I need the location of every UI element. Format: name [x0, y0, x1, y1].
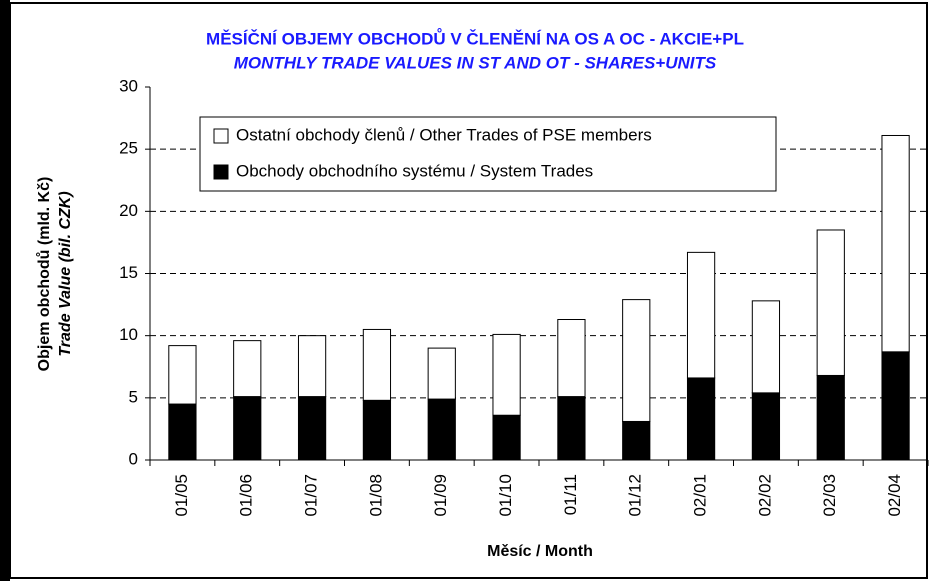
bar-segment [233, 340, 262, 398]
y-tick-label: 0 [129, 449, 138, 468]
legend-box [199, 116, 777, 192]
bar-segment [881, 351, 910, 461]
y-tick-label: 15 [119, 263, 138, 282]
bar-segment [686, 377, 716, 461]
x-tick-label: 02/03 [820, 474, 839, 517]
frame-left [0, 0, 10, 581]
y-tick-label: 30 [119, 76, 138, 95]
bar-segment [751, 392, 781, 461]
y-tick-label: 20 [119, 201, 138, 220]
x-tick-label: 01/11 [561, 474, 580, 515]
bar-segment [168, 345, 197, 405]
x-tick-label: 02/01 [691, 474, 710, 517]
bar-segment [233, 396, 262, 461]
bar-segment [297, 396, 327, 461]
y-tick-label: 10 [119, 325, 138, 344]
x-axis-label: Měsíc / Month [487, 543, 593, 560]
bar-segment [427, 347, 456, 400]
chart-title: MĚSÍČNÍ OBJEMY OBCHODŮ V ČLENĚNÍ NA OS A… [206, 28, 744, 48]
bar-segment [622, 420, 651, 461]
legend-swatch [213, 164, 229, 180]
bar-segment [557, 396, 586, 461]
bar-segment [622, 299, 651, 422]
x-tick-label: 01/07 [302, 474, 321, 517]
bar-segment [168, 403, 197, 461]
bar-segment [362, 399, 392, 461]
y-axis-label: Trade Value (bil. CZK) [57, 191, 74, 356]
x-tick-label: 02/02 [755, 474, 774, 517]
legend-swatch [213, 128, 229, 144]
bar-segment [557, 319, 586, 398]
bar-segment [751, 300, 781, 394]
y-tick-label: 5 [129, 387, 138, 406]
bar-segment [492, 414, 521, 461]
bar-segment [427, 398, 456, 461]
x-tick-label: 01/10 [496, 474, 515, 517]
bar-segment [362, 328, 392, 401]
x-tick-label: 02/04 [885, 474, 904, 517]
bar-segment [686, 251, 716, 379]
x-tick-label: 01/12 [626, 474, 645, 517]
y-tick-label: 25 [119, 139, 138, 158]
legend-label: Ostatní obchody členů / Other Trades of … [236, 125, 652, 144]
legend-label: Obchody obchodního systému / System Trad… [236, 161, 593, 180]
x-tick-label: 01/09 [431, 474, 450, 517]
x-tick-label: 01/08 [366, 474, 385, 517]
bar-segment [816, 229, 845, 376]
frame [9, 2, 928, 579]
bar-segment [297, 335, 327, 398]
chart-subtitle: MONTHLY TRADE VALUES IN ST AND OT - SHAR… [234, 53, 717, 72]
bar-segment [816, 374, 845, 461]
bar-segment [492, 333, 521, 416]
x-tick-label: 01/05 [172, 474, 191, 517]
x-tick-label: 01/06 [237, 474, 256, 517]
bar-segment [881, 134, 910, 353]
y-axis-label: Objem obchodů (mld. Kč) [36, 177, 53, 372]
